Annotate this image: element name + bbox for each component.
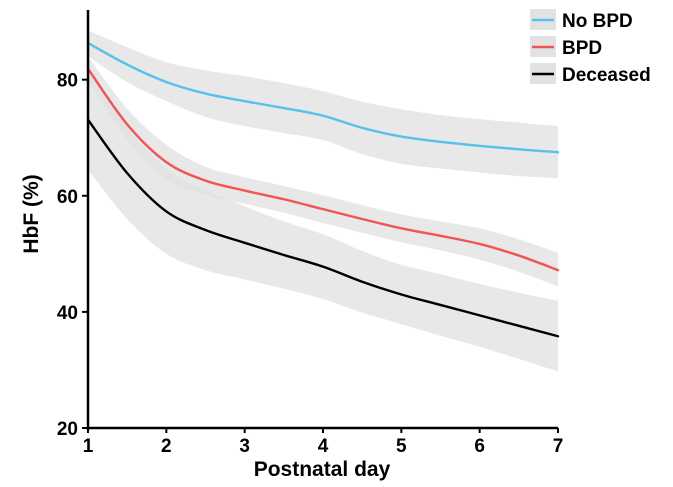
series-lines <box>86 41 560 338</box>
series-line-deceased <box>86 118 560 338</box>
x-tick-label: 6 <box>474 436 485 457</box>
x-axis-title: Postnatal day <box>254 458 391 481</box>
legend-label-deceased: Deceased <box>562 65 651 86</box>
y-axis-title: HbF (%) <box>20 174 43 253</box>
x-tick-label: 1 <box>83 436 94 457</box>
x-tick-label: 3 <box>239 436 250 457</box>
confidence-bands <box>88 30 558 372</box>
y-tick-label: 80 <box>57 71 78 92</box>
series-line-no-bpd <box>86 41 560 154</box>
tick-labels: 20 40 60 80 1 2 3 4 5 6 7 <box>57 71 563 457</box>
x-tick-label: 5 <box>396 436 407 457</box>
ci-band-bpd <box>88 56 558 287</box>
y-tick-label: 40 <box>57 303 78 324</box>
legend: No BPD BPD Deceased <box>530 9 651 86</box>
axes <box>82 10 559 433</box>
y-tick-label: 20 <box>57 419 78 440</box>
legend-label-no-bpd: No BPD <box>562 11 633 32</box>
ci-band-deceased <box>88 69 558 372</box>
series-line-bpd <box>86 67 560 272</box>
x-tick-label: 7 <box>553 436 564 457</box>
y-tick-label: 60 <box>57 187 78 208</box>
x-tick-label: 4 <box>318 436 329 457</box>
legend-label-bpd: BPD <box>562 38 602 59</box>
x-tick-label: 2 <box>161 436 172 457</box>
